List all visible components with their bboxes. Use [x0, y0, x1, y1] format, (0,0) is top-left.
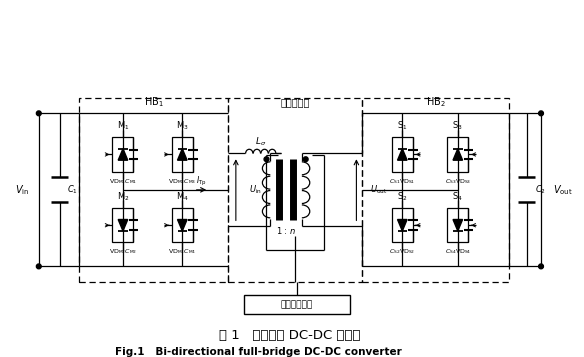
Text: M$_2$: M$_2$	[117, 190, 129, 203]
Polygon shape	[453, 149, 463, 160]
Text: $C_{\rm S3}$VD$_{\rm S3}$: $C_{\rm S3}$VD$_{\rm S3}$	[444, 177, 471, 186]
Text: VD$_{\rm M2}$$C_{\rm M2}$: VD$_{\rm M2}$$C_{\rm M2}$	[109, 248, 137, 256]
Text: $L_{\sigma}$: $L_{\sigma}$	[255, 136, 266, 148]
Circle shape	[36, 111, 41, 116]
Polygon shape	[453, 220, 463, 231]
Circle shape	[538, 264, 544, 269]
Bar	[79, 98, 228, 282]
Polygon shape	[178, 149, 187, 160]
Bar	[113, 137, 134, 172]
Text: $C_{\rm S4}$VD$_{\rm S4}$: $C_{\rm S4}$VD$_{\rm S4}$	[444, 248, 471, 256]
Text: S$_3$: S$_3$	[453, 120, 463, 132]
Bar	[245, 295, 350, 314]
Text: $C_2$: $C_2$	[534, 183, 545, 196]
Text: $V_{\rm in}$: $V_{\rm in}$	[15, 183, 29, 197]
Text: M$_1$: M$_1$	[117, 120, 129, 132]
Text: $U_{\rm in}$: $U_{\rm in}$	[249, 183, 262, 196]
Polygon shape	[118, 220, 128, 231]
Bar	[447, 208, 468, 242]
Text: $C_1$: $C_1$	[67, 183, 78, 196]
Text: VD$_{\rm M1}$$C_{\rm M1}$: VD$_{\rm M1}$$C_{\rm M1}$	[109, 177, 137, 186]
Circle shape	[36, 264, 41, 269]
Polygon shape	[178, 220, 187, 231]
Bar	[392, 137, 413, 172]
Circle shape	[538, 111, 544, 116]
Polygon shape	[398, 220, 407, 231]
Bar	[362, 98, 509, 282]
Text: Fig.1   Bi-directional full-bridge DC-DC converter: Fig.1 Bi-directional full-bridge DC-DC c…	[116, 347, 402, 357]
Text: $U_{\rm out}$: $U_{\rm out}$	[370, 183, 387, 196]
Text: S$_4$: S$_4$	[453, 190, 463, 203]
Bar	[228, 98, 362, 282]
Text: VD$_{\rm M3}$$C_{\rm M3}$: VD$_{\rm M3}$$C_{\rm M3}$	[168, 177, 196, 186]
Bar	[113, 208, 134, 242]
Bar	[447, 137, 468, 172]
Text: VD$_{\rm M4}$$C_{\rm M4}$: VD$_{\rm M4}$$C_{\rm M4}$	[168, 248, 197, 256]
Polygon shape	[118, 149, 128, 160]
Text: 1 : $n$: 1 : $n$	[276, 225, 296, 236]
Bar	[172, 208, 193, 242]
Text: M$_4$: M$_4$	[176, 190, 189, 203]
Text: S$_2$: S$_2$	[397, 190, 408, 203]
Circle shape	[264, 157, 269, 162]
Text: S$_1$: S$_1$	[397, 120, 408, 132]
Bar	[392, 208, 413, 242]
Circle shape	[303, 157, 308, 162]
Text: 图 1   双向全桥 DC-DC 变换器: 图 1 双向全桥 DC-DC 变换器	[218, 329, 360, 342]
Text: $C_{\rm S1}$VD$_{\rm S1}$: $C_{\rm S1}$VD$_{\rm S1}$	[389, 177, 415, 186]
Text: 高频变压器: 高频变压器	[280, 97, 310, 107]
Text: $C_{\rm S2}$VD$_{\rm S2}$: $C_{\rm S2}$VD$_{\rm S2}$	[389, 248, 415, 256]
Text: HB$_1$: HB$_1$	[144, 95, 164, 109]
Text: $I_{\rm Tp}$: $I_{\rm Tp}$	[196, 175, 207, 188]
Text: M$_3$: M$_3$	[176, 120, 189, 132]
Text: HB$_2$: HB$_2$	[426, 95, 446, 109]
Text: $V_{\rm out}$: $V_{\rm out}$	[552, 183, 572, 197]
Polygon shape	[398, 149, 407, 160]
Bar	[172, 137, 193, 172]
Text: 控制电压电路: 控制电压电路	[281, 300, 313, 309]
